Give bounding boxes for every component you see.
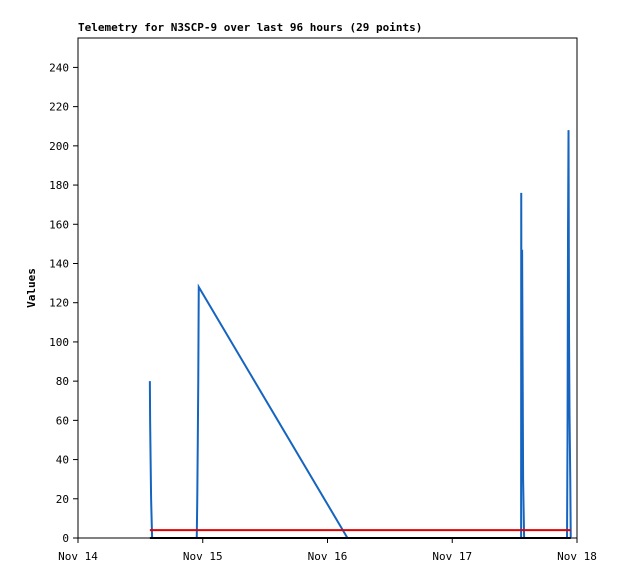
- x-tick-label: Nov 16: [308, 550, 348, 563]
- y-tick-label: 160: [49, 218, 69, 231]
- plot-frame: [77, 37, 578, 539]
- y-tick-label: 220: [49, 101, 69, 114]
- y-tick-label: 80: [56, 375, 69, 388]
- y-tick-label: 240: [49, 61, 69, 74]
- y-tick-label: 100: [49, 336, 69, 349]
- y-tick-label: 20: [56, 493, 69, 506]
- y-tick-label: 0: [62, 532, 69, 545]
- series-line: [148, 130, 572, 539]
- y-tick-label: 140: [49, 257, 69, 270]
- y-tick-label: 180: [49, 179, 69, 192]
- x-tick-label: Nov 17: [432, 550, 472, 563]
- y-tick-label: 60: [56, 414, 69, 427]
- y-tick-label: 120: [49, 297, 69, 310]
- chart-title: Telemetry for N3SCP-9 over last 96 hours…: [78, 21, 422, 34]
- y-tick-label: 40: [56, 454, 69, 467]
- x-tick-label: Nov 14: [58, 550, 98, 563]
- x-tick-label: Nov 15: [183, 550, 223, 563]
- x-tick-label: Nov 18: [557, 550, 597, 563]
- y-axis-label: Values: [25, 268, 38, 308]
- y-tick-label: 200: [49, 140, 69, 153]
